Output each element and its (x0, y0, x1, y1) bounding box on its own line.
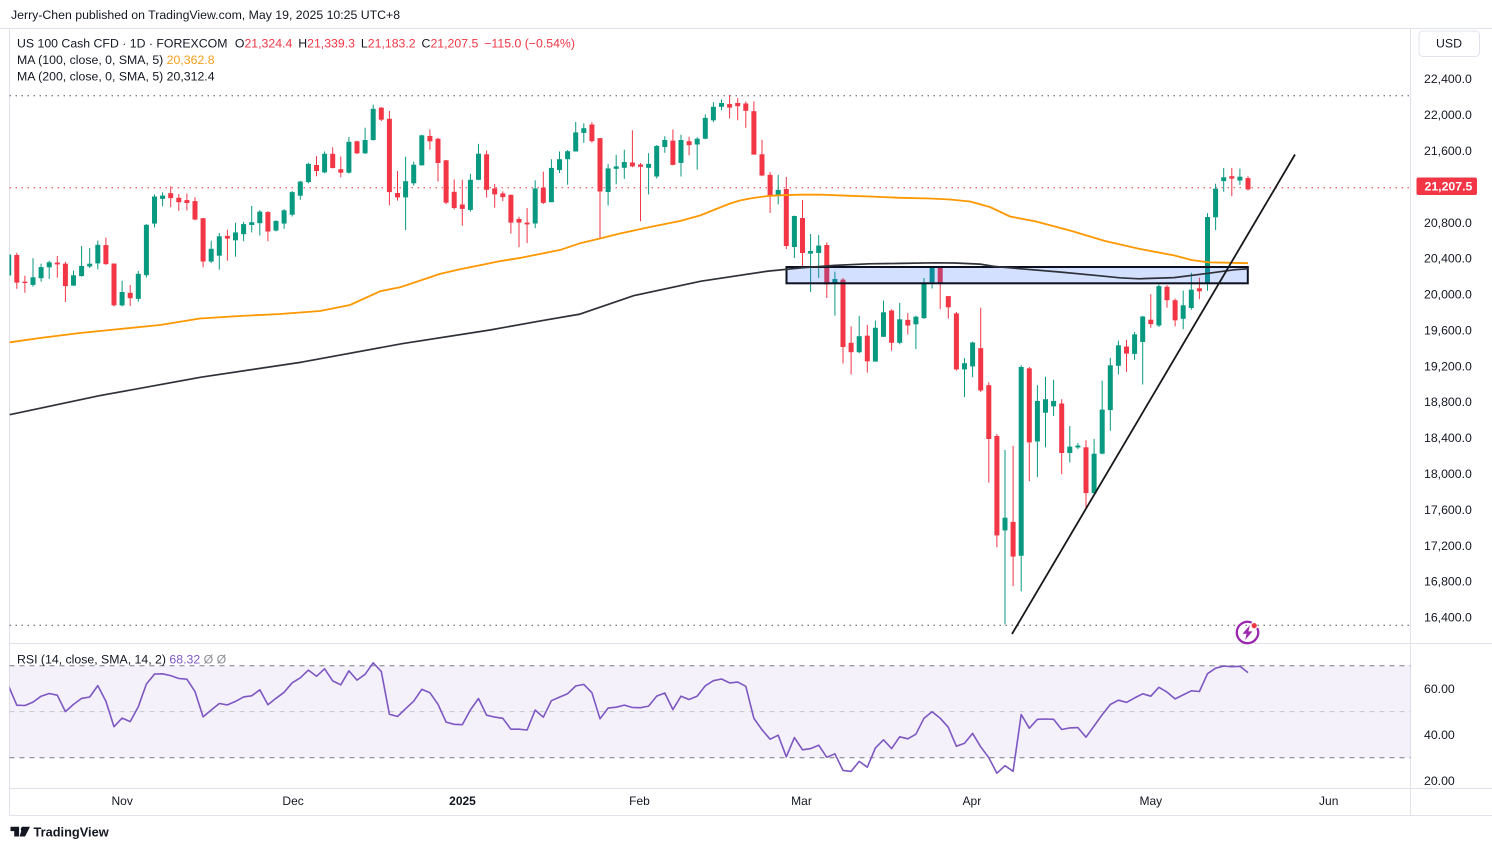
svg-text:18,800.0: 18,800.0 (1424, 395, 1472, 409)
svg-text:16,800.0: 16,800.0 (1424, 575, 1472, 589)
svg-text:20,800.0: 20,800.0 (1424, 216, 1472, 230)
svg-text:MA (200, close, 0, SMA, 5) 20,: MA (200, close, 0, SMA, 5) 20,312.4 (17, 70, 215, 84)
svg-text:Apr: Apr (963, 794, 982, 808)
svg-text:18,000.0: 18,000.0 (1424, 467, 1472, 481)
svg-text:60.00: 60.00 (1424, 682, 1455, 696)
svg-text:2025: 2025 (449, 794, 476, 808)
svg-text:20,000.0: 20,000.0 (1424, 288, 1472, 302)
svg-text:21,600.0: 21,600.0 (1424, 144, 1472, 158)
svg-text:16,400.0: 16,400.0 (1424, 611, 1472, 625)
svg-text:20,400.0: 20,400.0 (1424, 252, 1472, 266)
svg-text:Jun: Jun (1319, 794, 1338, 808)
svg-text:RSI (14, close, SMA, 14, 2) 68: RSI (14, close, SMA, 14, 2) 68.32 Ø Ø (17, 653, 227, 667)
svg-text:MA (100, close, 0, SMA, 5) 20,: MA (100, close, 0, SMA, 5) 20,362.8 (17, 53, 215, 67)
svg-text:TradingView: TradingView (34, 825, 109, 840)
svg-text:21,207.5: 21,207.5 (1425, 180, 1473, 194)
svg-text:May: May (1139, 794, 1162, 808)
svg-text:US 100 Cash CFD · 1D · FOREXCO: US 100 Cash CFD · 1D · FOREXCOM O21,324.… (17, 37, 575, 51)
svg-text:22,400.0: 22,400.0 (1424, 72, 1472, 86)
svg-text:18,400.0: 18,400.0 (1424, 431, 1472, 445)
svg-text:Mar: Mar (791, 794, 812, 808)
svg-text:USD: USD (1436, 37, 1462, 51)
svg-text:Dec: Dec (282, 794, 303, 808)
svg-text:19,600.0: 19,600.0 (1424, 324, 1472, 338)
svg-text:Nov: Nov (112, 794, 133, 808)
svg-text:Feb: Feb (629, 794, 650, 808)
svg-text:Jerry-Chen published on Tradin: Jerry-Chen published on TradingView.com,… (11, 8, 400, 22)
svg-text:40.00: 40.00 (1424, 728, 1455, 742)
svg-text:19,200.0: 19,200.0 (1424, 359, 1472, 373)
svg-text:22,000.0: 22,000.0 (1424, 108, 1472, 122)
svg-text:20.00: 20.00 (1424, 774, 1455, 788)
svg-text:17,200.0: 17,200.0 (1424, 539, 1472, 553)
svg-text:17,600.0: 17,600.0 (1424, 503, 1472, 517)
